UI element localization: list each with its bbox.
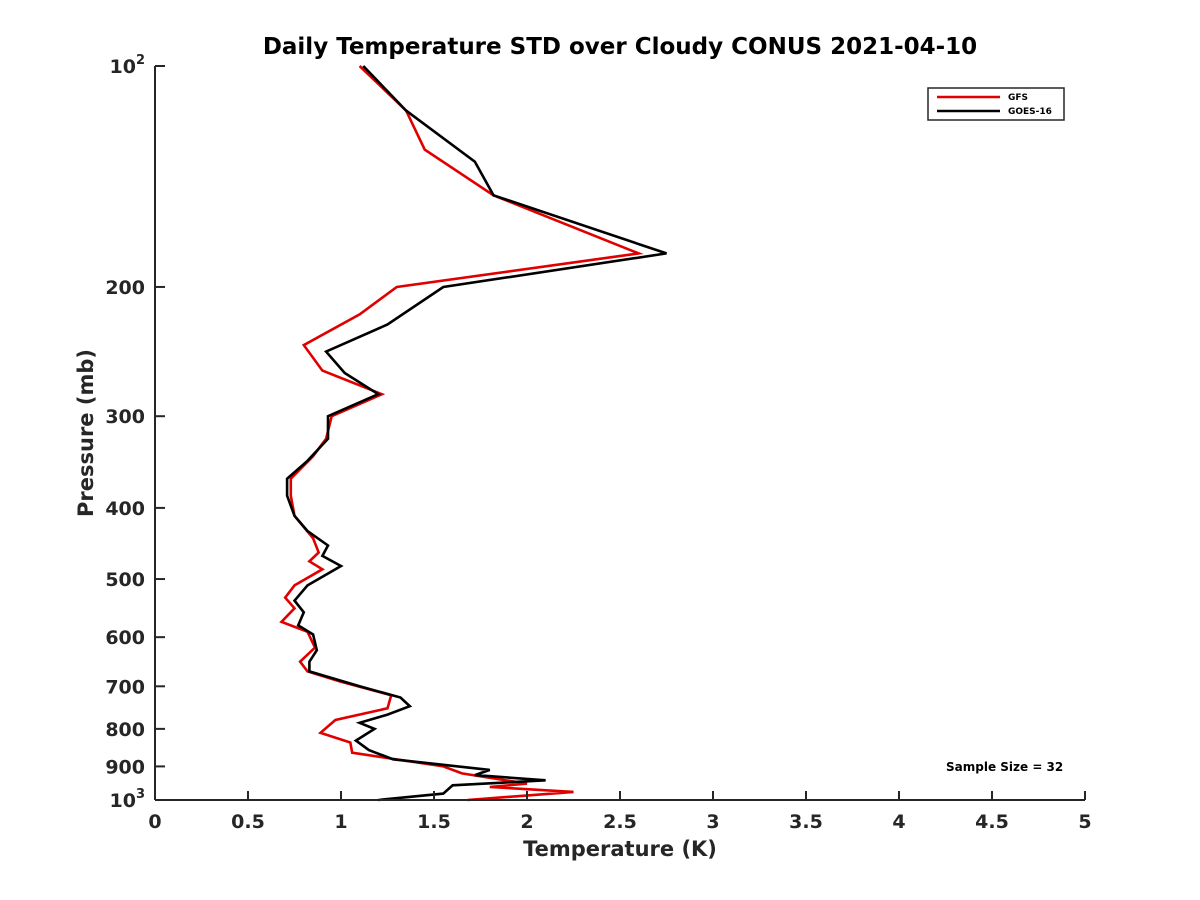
data-series-group — [279, 65, 667, 802]
y-tick-label: 900 — [105, 756, 145, 778]
y-ticks-group: 102 200 300 400 500 600 700 800 900 103 — [105, 53, 165, 812]
x-tick-label: 4.5 — [975, 811, 1009, 833]
x-tick-label: 0 — [148, 811, 161, 833]
x-axis-label: Temperature (K) — [523, 837, 717, 861]
x-tick-label: 1.5 — [417, 811, 451, 833]
x-tick-label: 1 — [334, 811, 347, 833]
series-line-goes16 — [285, 65, 667, 802]
y-axis-label: Pressure (mb) — [74, 349, 98, 517]
legend-box — [927, 87, 1065, 121]
legend: GFS GOES-16 — [927, 87, 1065, 121]
series-line-gfs — [279, 65, 644, 802]
x-tick-label: 2.5 — [603, 811, 637, 833]
x-tick-label: 4 — [892, 811, 905, 833]
axes-group — [154, 66, 1085, 801]
y-tick-label: 103 — [110, 787, 146, 812]
x-ticks-group: 0 0.5 1 1.5 2 2.5 3 3.5 4 4.5 5 — [148, 791, 1092, 833]
x-tick-label: 3.5 — [789, 811, 823, 833]
y-tick-label: 102 — [110, 53, 146, 78]
y-tick-label: 200 — [105, 277, 145, 299]
x-tick-label: 0.5 — [231, 811, 265, 833]
chart-title: Daily Temperature STD over Cloudy CONUS … — [263, 34, 977, 60]
legend-label-goes16: GOES-16 — [1008, 107, 1052, 117]
x-tick-label: 3 — [706, 811, 719, 833]
y-tick-label: 400 — [105, 498, 145, 520]
sample-size-annotation: Sample Size = 32 — [946, 760, 1063, 774]
legend-label-gfs: GFS — [1008, 93, 1028, 103]
x-tick-label: 5 — [1078, 811, 1091, 833]
y-tick-label: 600 — [105, 627, 145, 649]
y-tick-label: 300 — [105, 406, 145, 428]
y-tick-label: 500 — [105, 569, 145, 591]
y-tick-label: 800 — [105, 719, 145, 741]
y-tick-label: 700 — [105, 676, 145, 698]
x-tick-label: 2 — [520, 811, 533, 833]
